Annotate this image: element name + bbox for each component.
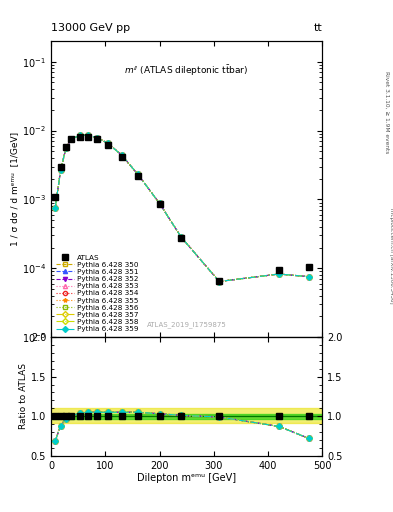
Text: Rivet 3.1.10, ≥ 1.9M events: Rivet 3.1.10, ≥ 1.9M events — [385, 72, 389, 154]
X-axis label: Dilepton mᵉᵐᵘ [GeV]: Dilepton mᵉᵐᵘ [GeV] — [137, 473, 236, 483]
Text: tt: tt — [314, 23, 322, 33]
Bar — [51, 408, 322, 422]
Text: 13000 GeV pp: 13000 GeV pp — [51, 23, 130, 33]
Legend: ATLAS, Pythia 6.428 350, Pythia 6.428 351, Pythia 6.428 352, Pythia 6.428 353, P: ATLAS, Pythia 6.428 350, Pythia 6.428 35… — [55, 253, 140, 334]
Y-axis label: Ratio to ATLAS: Ratio to ATLAS — [19, 364, 28, 430]
Text: ATLAS_2019_I1759875: ATLAS_2019_I1759875 — [147, 322, 226, 328]
Y-axis label: 1 / σ dσ / d mᵉᵐᵘ  [1/GeV]: 1 / σ dσ / d mᵉᵐᵘ [1/GeV] — [10, 132, 19, 246]
Text: $m^{ll}$ (ATLAS dileptonic t$\bar{\rm t}$bar): $m^{ll}$ (ATLAS dileptonic t$\bar{\rm t}… — [125, 63, 249, 78]
Bar — [51, 414, 322, 418]
Text: mcplots.cern.ch [arXiv:1306.3436]: mcplots.cern.ch [arXiv:1306.3436] — [389, 208, 393, 304]
